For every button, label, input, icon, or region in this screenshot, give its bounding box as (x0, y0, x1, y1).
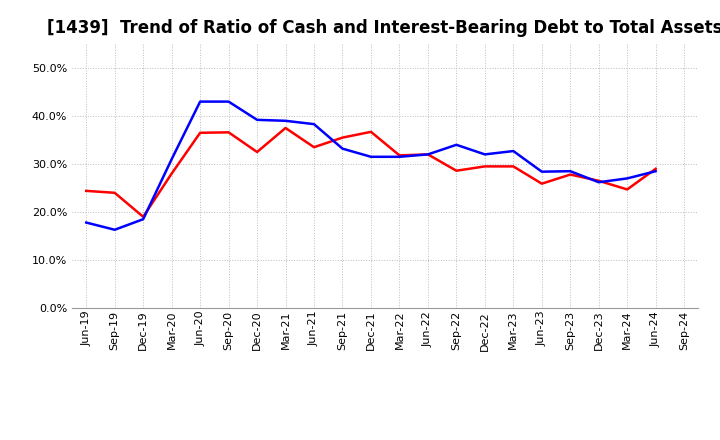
Cash (167, 171, 176, 176)
Interest-Bearing Debt (225, 99, 233, 104)
Interest-Bearing Debt (480, 152, 489, 157)
Cash (595, 178, 603, 183)
Cash (452, 168, 461, 173)
Interest-Bearing Debt (167, 157, 176, 162)
Interest-Bearing Debt (366, 154, 375, 159)
Line: Interest-Bearing Debt: Interest-Bearing Debt (86, 102, 656, 230)
Interest-Bearing Debt (310, 121, 318, 127)
Interest-Bearing Debt (338, 146, 347, 151)
Interest-Bearing Debt (110, 227, 119, 232)
Interest-Bearing Debt (623, 176, 631, 181)
Cash (366, 129, 375, 135)
Interest-Bearing Debt (452, 142, 461, 147)
Cash (82, 188, 91, 194)
Cash (423, 152, 432, 157)
Interest-Bearing Debt (509, 148, 518, 154)
Cash (395, 153, 404, 158)
Interest-Bearing Debt (566, 169, 575, 174)
Line: Cash: Cash (86, 128, 656, 217)
Interest-Bearing Debt (595, 180, 603, 185)
Interest-Bearing Debt (282, 118, 290, 124)
Cash (225, 130, 233, 135)
Cash (139, 214, 148, 220)
Interest-Bearing Debt (423, 152, 432, 157)
Interest-Bearing Debt (82, 220, 91, 225)
Cash (310, 145, 318, 150)
Cash (338, 135, 347, 140)
Interest-Bearing Debt (139, 216, 148, 222)
Title: [1439]  Trend of Ratio of Cash and Interest-Bearing Debt to Total Assets: [1439] Trend of Ratio of Cash and Intere… (48, 19, 720, 37)
Interest-Bearing Debt (652, 169, 660, 174)
Cash (652, 166, 660, 172)
Cash (253, 149, 261, 154)
Cash (480, 164, 489, 169)
Interest-Bearing Debt (253, 117, 261, 122)
Cash (566, 172, 575, 177)
Cash (110, 190, 119, 195)
Interest-Bearing Debt (537, 169, 546, 174)
Cash (623, 187, 631, 192)
Cash (196, 130, 204, 136)
Cash (537, 181, 546, 186)
Interest-Bearing Debt (196, 99, 204, 104)
Cash (509, 164, 518, 169)
Cash (282, 125, 290, 131)
Interest-Bearing Debt (395, 154, 404, 159)
